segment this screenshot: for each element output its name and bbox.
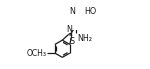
- Text: N: N: [69, 7, 75, 16]
- Text: NH₂: NH₂: [77, 34, 92, 43]
- Text: S: S: [70, 37, 75, 46]
- Text: HO: HO: [85, 7, 97, 16]
- Text: OCH₃: OCH₃: [26, 49, 46, 58]
- Text: N: N: [66, 25, 72, 34]
